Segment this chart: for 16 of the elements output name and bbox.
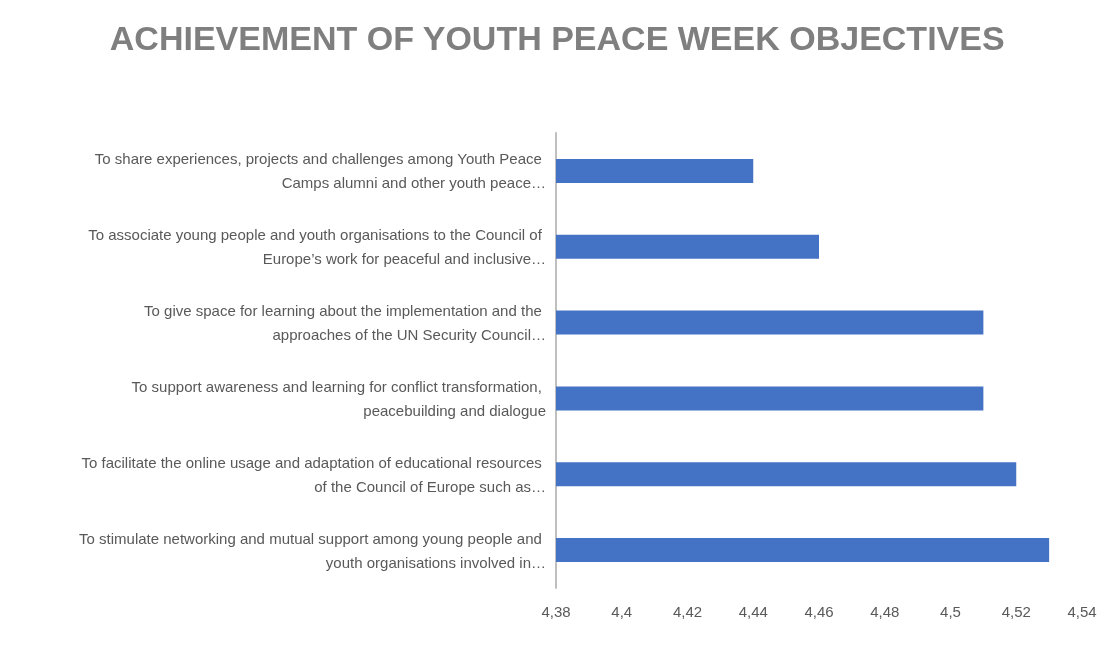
x-tick-label: 4,54: [1067, 603, 1097, 620]
x-tick-label: 4,38: [541, 603, 571, 620]
x-tick-label: 4,48: [870, 603, 900, 620]
y-tick-label: To associate young people and youth organisations to the Council of Europe’s work for peaceful and inclusive…: [88, 226, 546, 268]
y-tick-label: To give space for learning about the implementation and the approaches of the UN Security Council…: [144, 302, 546, 344]
x-tick-label: 4,52: [1001, 603, 1031, 620]
y-tick-label: To share experiences, projects and challenges among Youth Peace Camps alumni and other youth peace…: [94, 150, 546, 192]
chart-title: ACHIEVEMENT OF YOUTH PEACE WEEK OBJECTIVES: [109, 19, 1005, 57]
y-tick-label: To support awareness and learning for conflict transformation, peacebuilding and dialogue: [131, 377, 546, 419]
x-tick-label: 4,46: [804, 603, 834, 620]
x-tick-label: 4,42: [672, 603, 703, 620]
x-tick-label: 4,44: [738, 603, 768, 620]
y-tick-label: To facilitate the online usage and adaptation of educational resources of the Council of Europe such as…: [81, 453, 546, 495]
y-tick-label: To stimulate networking and mutual support among young people and youth organisations involved in…: [79, 529, 546, 571]
x-tick-label: 4,5: [940, 603, 961, 620]
x-tick-label: 4,4: [611, 603, 633, 620]
